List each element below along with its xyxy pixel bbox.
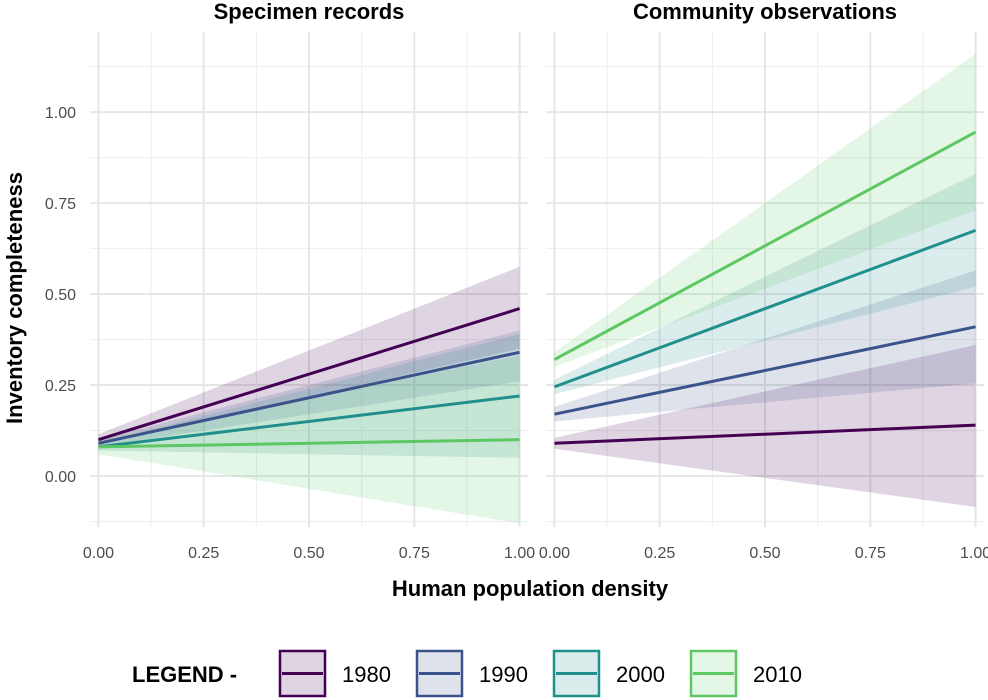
ci-band-2000-community-observations: [554, 173, 976, 395]
facet-title-specimen-records: Specimen records: [214, 0, 405, 24]
x-tick-label: 0.00: [539, 545, 570, 562]
legend-item-1990: 1990: [415, 649, 528, 698]
series-line-1980-specimen-records: [97, 307, 521, 442]
panel-specimen-records: Specimen records 0.00 0.25 0.50 0.75 1.00 0.00…: [45, 0, 535, 562]
series-line-2000-community-observations: [553, 228, 977, 389]
ci-band-1980-specimen-records: [98, 266, 520, 446]
ci-band-1990-specimen-records: [98, 330, 520, 447]
y-axis-title: Inventory completeness: [2, 172, 27, 424]
ci-band-2010-community-observations: [554, 53, 976, 367]
series-line-1990-specimen-records: [98, 350, 520, 445]
series-line-2000-specimen-records: [98, 394, 520, 449]
ci-band-2000-specimen-records: [98, 334, 520, 458]
x-tick-label: 0.50: [749, 545, 780, 562]
legend-item-2000: 2000: [552, 649, 665, 698]
x-tick-label: 0.75: [855, 545, 886, 562]
series-line-1990-community-observations: [554, 325, 976, 416]
x-tick-label: 1.00: [504, 545, 535, 562]
legend-label-1990: 1990: [479, 662, 528, 687]
x-tick-label: 0.75: [399, 545, 430, 562]
x-tick-label: 0.50: [293, 545, 324, 562]
y-tick-label: 0.75: [45, 196, 76, 213]
x-axis-title: Human population density: [392, 576, 669, 601]
facet-title-community-observations: Community observations: [633, 0, 897, 24]
y-tick-label: 0.50: [45, 287, 76, 304]
y-tick-label: 0.25: [45, 378, 76, 395]
legend-label-2000: 2000: [616, 662, 665, 687]
y-tick-label: 0.00: [45, 469, 76, 486]
x-tick-label: 0.25: [188, 545, 219, 562]
x-tick-label: 0.00: [83, 545, 114, 562]
legend-item-2010: 2010: [689, 649, 802, 698]
series-line-1980-community-observations: [554, 423, 976, 445]
series-line-2010-community-observations: [553, 130, 977, 361]
legend-item-1980: 1980: [278, 649, 391, 698]
series-line-2010-specimen-records: [98, 438, 520, 449]
legend-label-2010: 2010: [753, 662, 802, 687]
x-tick-label: 1.00: [960, 545, 988, 562]
panel-community-observations: Community observations 0.00 0.25 0.50 0.75 1.…: [539, 0, 988, 562]
y-tick-label: 1.00: [45, 105, 76, 122]
ci-band-1980-community-observations: [554, 345, 976, 507]
ci-band-1990-community-observations: [554, 270, 976, 422]
legend-title: LEGEND -: [132, 662, 237, 687]
legend-label-1980: 1980: [342, 662, 391, 687]
legend: LEGEND - 1980 1990 2000 2010: [132, 649, 802, 698]
ci-band-2010-specimen-records: [98, 355, 520, 524]
x-tick-label: 0.25: [644, 545, 675, 562]
